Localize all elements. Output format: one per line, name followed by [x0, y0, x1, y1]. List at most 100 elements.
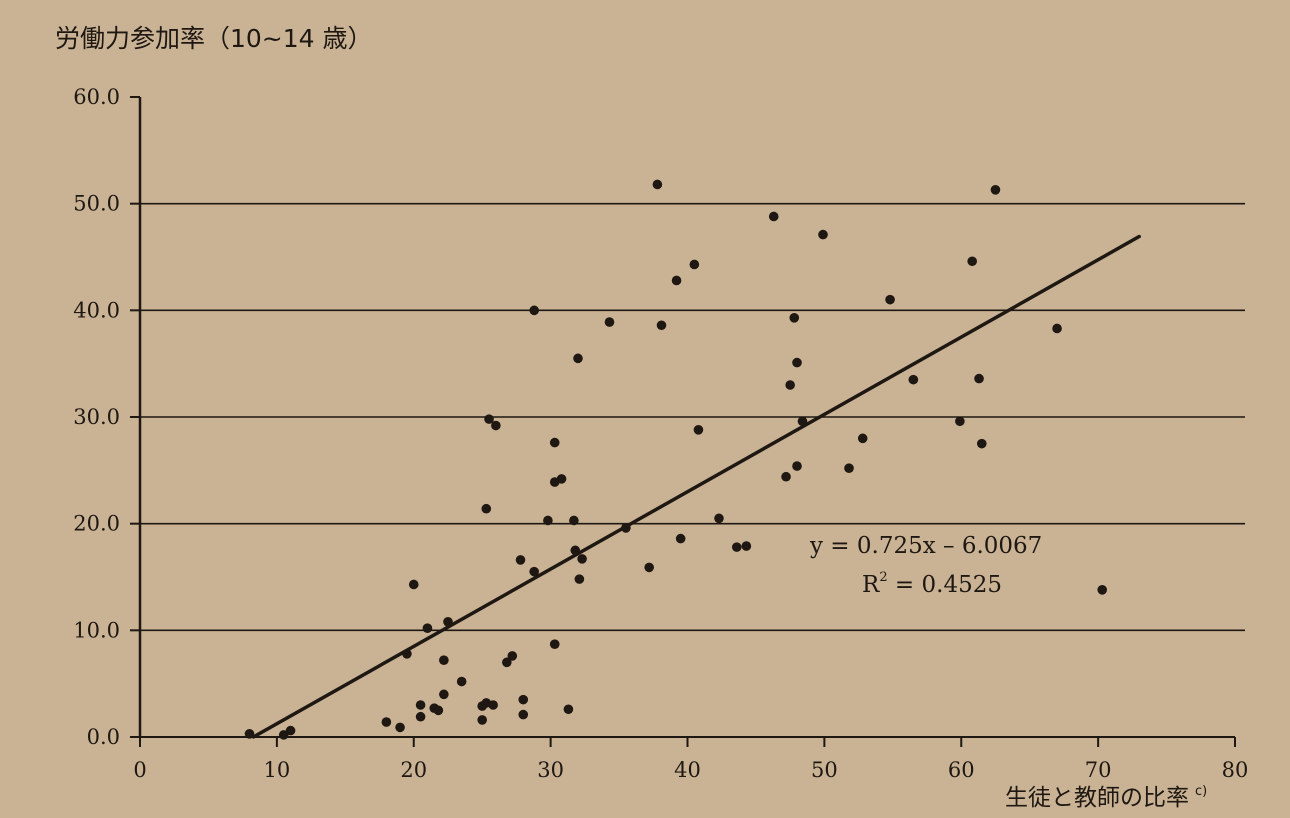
x-tick-label-3: 30: [537, 758, 564, 782]
data-point-51: [731, 542, 742, 552]
data-point-63: [885, 294, 895, 305]
data-points: [244, 179, 1108, 740]
data-point-40: [577, 554, 587, 564]
data-point-46: [671, 275, 682, 286]
data-point-50: [714, 513, 724, 524]
x-axis-title: 生徒と教師の比率 c): [1005, 784, 1207, 811]
data-point-8: [415, 700, 426, 710]
data-point-66: [967, 256, 977, 267]
data-point-55: [785, 380, 795, 390]
data-point-37: [570, 545, 581, 556]
data-point-3: [381, 717, 392, 727]
data-point-70: [1052, 323, 1062, 334]
data-point-35: [563, 704, 574, 715]
data-point-54: [781, 471, 791, 482]
data-point-30: [543, 515, 553, 526]
data-point-25: [515, 555, 526, 565]
data-point-24: [507, 651, 518, 661]
data-point-61: [844, 463, 854, 474]
data-point-48: [689, 259, 700, 270]
data-point-49: [693, 425, 704, 435]
x-tick-label-6: 60: [948, 758, 975, 782]
y-axis-title: 労働力参加率（10~14 歳）: [55, 24, 373, 53]
data-point-29: [529, 305, 539, 316]
y-ticks: 0.0 10.0 20.0 30.0 40.0 50.0 60.0: [73, 85, 140, 749]
data-point-12: [439, 655, 449, 665]
data-point-59: [797, 416, 808, 427]
data-point-56: [789, 313, 800, 323]
data-point-62: [857, 433, 868, 444]
data-point-6: [408, 579, 419, 590]
y-tick-label-1: 10.0: [73, 618, 120, 642]
y-tick-label-3: 30.0: [73, 405, 120, 429]
x-tick-label-7: 70: [1085, 758, 1112, 782]
data-point-57: [792, 357, 802, 368]
y-tick-label-4: 40.0: [73, 298, 120, 322]
y-tick-label-5: 50.0: [73, 192, 120, 216]
data-point-43: [644, 562, 654, 573]
data-point-44: [652, 179, 663, 190]
data-point-13: [439, 689, 449, 700]
data-point-60: [818, 229, 828, 240]
data-point-1: [278, 730, 289, 740]
x-tick-label-0: 0: [133, 758, 146, 782]
data-point-16: [477, 715, 487, 725]
y-tick-label-6: 60.0: [73, 85, 120, 109]
data-point-65: [955, 416, 965, 427]
data-point-39: [574, 574, 585, 584]
data-point-2: [285, 725, 296, 736]
data-point-0: [244, 729, 255, 739]
data-point-38: [573, 353, 583, 364]
data-point-52: [741, 541, 752, 551]
data-point-53: [768, 211, 779, 222]
data-point-36: [569, 515, 579, 526]
data-point-20: [484, 414, 494, 424]
data-point-7: [415, 711, 426, 722]
data-point-42: [621, 523, 631, 533]
trendline: [251, 234, 1141, 739]
data-point-71: [1097, 585, 1108, 595]
x-axis-title-text: 生徒と教師の比率: [1005, 785, 1189, 811]
data-point-4: [395, 722, 405, 733]
data-point-21: [488, 700, 498, 710]
data-point-41: [604, 317, 615, 327]
data-point-64: [908, 374, 919, 385]
data-point-26: [518, 694, 529, 705]
data-point-11: [433, 705, 444, 716]
r-squared-label: R2 = 0.4525: [862, 570, 1002, 598]
data-point-45: [656, 320, 667, 331]
data-point-33: [549, 639, 560, 649]
x-tick-label-2: 20: [400, 758, 427, 782]
gridlines: [140, 202, 1245, 632]
trendline-equation: y = 0.725x – 6.0067: [809, 533, 1042, 559]
x-tick-label-4: 40: [674, 758, 701, 782]
data-point-69: [990, 185, 1001, 195]
trendline-group: [251, 234, 1141, 739]
data-point-67: [974, 373, 984, 384]
data-point-27: [518, 709, 529, 720]
data-point-22: [491, 420, 501, 431]
x-tick-label-8: 80: [1222, 758, 1249, 782]
data-point-19: [481, 503, 492, 514]
x-axis-title-superscript: c): [1195, 784, 1207, 799]
data-point-47: [675, 533, 686, 544]
data-point-14: [443, 617, 453, 627]
data-point-58: [792, 461, 802, 471]
data-point-28: [529, 566, 539, 577]
x-ticks: 0 10 20 30 40 50 60 70 80: [133, 737, 1248, 782]
r-squared-prefix: R: [862, 572, 880, 598]
y-tick-label-0: 0.0: [87, 725, 120, 749]
x-tick-label-5: 50: [811, 758, 838, 782]
data-point-23: [502, 657, 512, 668]
data-point-68: [976, 438, 987, 449]
data-point-15: [456, 676, 467, 687]
y-tick-label-2: 20.0: [73, 512, 120, 536]
data-point-5: [402, 649, 412, 659]
data-point-34: [556, 474, 567, 484]
data-point-31: [549, 437, 560, 448]
r-squared-value: = 0.4525: [888, 572, 1002, 598]
r-squared-exponent: 2: [879, 570, 887, 585]
data-point-9: [422, 623, 433, 633]
